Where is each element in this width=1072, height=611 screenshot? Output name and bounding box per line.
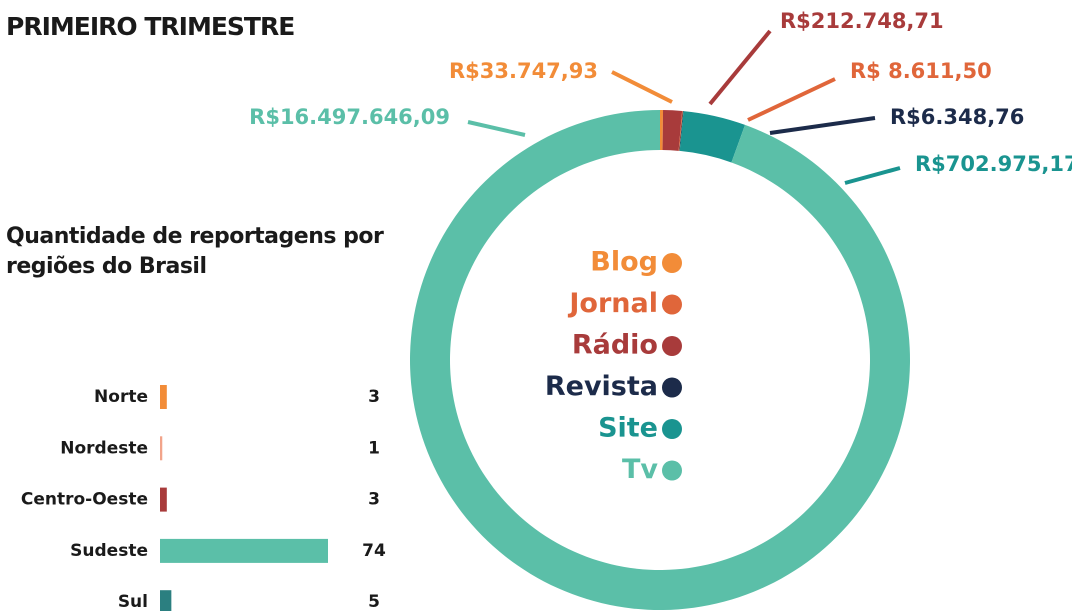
bar [160, 385, 167, 409]
value-label: R$702.975,17 [915, 152, 1072, 176]
bar [160, 538, 328, 563]
legend-dot [662, 377, 682, 398]
value-label: R$33.747,93 [449, 59, 598, 83]
value-label: R$ 8.611,50 [850, 59, 992, 83]
donut-title: PRIMEIRO TRIMESTRE [6, 12, 295, 41]
category-label: Norte [94, 387, 148, 407]
legend-dot [662, 419, 682, 439]
donut-slice [662, 110, 683, 151]
leader-line [844, 166, 901, 185]
value-label: 3 [368, 387, 380, 407]
legend-label: Revista [545, 371, 658, 402]
legend-dot [662, 294, 682, 315]
legend-label: Blog [590, 247, 658, 278]
bar-title: Quantidade de reportagens por regiões do… [6, 224, 384, 279]
value-label: R$212.748,71 [780, 9, 944, 33]
value-label: R$6.348,76 [890, 105, 1024, 129]
value-label: 5 [368, 592, 380, 611]
bar [160, 590, 172, 611]
donut-slice [410, 110, 911, 610]
legend-label: Tv [622, 454, 658, 485]
leader-line [611, 70, 673, 104]
value-label: R$16.497.646,09 [249, 105, 450, 129]
category-label: Sul [118, 592, 148, 611]
legend-label: Rádio [572, 330, 658, 361]
category-label: Nordeste [60, 438, 148, 458]
bar [160, 487, 167, 512]
legend-dot [662, 253, 682, 273]
donut-slice [678, 110, 683, 151]
leader-line [747, 77, 836, 122]
category-label: Sudeste [70, 541, 148, 561]
leader-line [708, 29, 772, 106]
bar [160, 436, 163, 461]
legend-dot [662, 460, 682, 481]
value-label: 1 [368, 438, 380, 458]
leader-line [769, 116, 876, 135]
donut-slice [679, 111, 684, 151]
legend-dot [662, 336, 682, 356]
legend-label: Site [598, 413, 658, 444]
value-label: 3 [368, 490, 380, 510]
category-label: Centro-Oeste [21, 490, 148, 510]
value-label: 74 [362, 541, 386, 561]
donut-slice [679, 111, 746, 163]
leader-line [467, 120, 526, 137]
legend-label: Jornal [567, 288, 658, 319]
donut-slice [660, 110, 664, 151]
